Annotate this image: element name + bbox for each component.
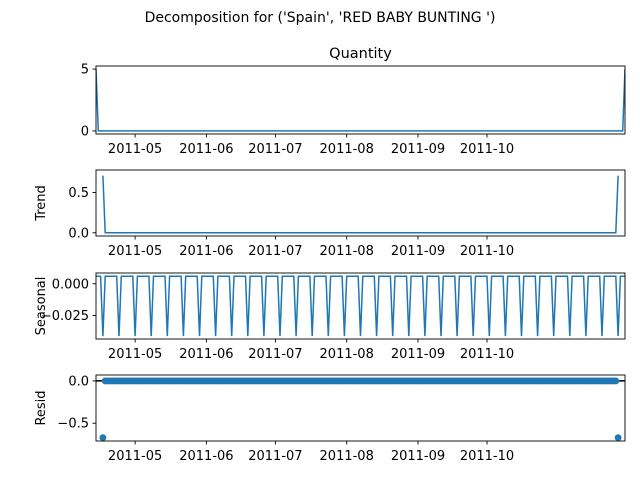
series-line-trend <box>102 175 619 234</box>
x-tick-label-resid: 2011-09 <box>391 449 445 464</box>
resid-outlier-point <box>614 434 622 441</box>
x-tick-label-trend: 2011-06 <box>179 244 233 259</box>
y-tick-label-seasonal: −0.025 <box>41 309 89 324</box>
axes-frame-quantity <box>95 65 626 135</box>
x-tick-label-resid: 2011-05 <box>108 449 162 464</box>
x-tick-label-resid: 2011-08 <box>320 449 374 464</box>
x-tick-label-quantity: 2011-06 <box>179 142 233 157</box>
subplots-container: 0 5 2011-05 2011-06 2011-07 2011-08 2011-09 201… <box>34 46 626 464</box>
x-tick-label-trend: 2011-08 <box>320 244 374 259</box>
y-axis-label-trend: Trend <box>34 185 49 222</box>
series-line-seasonal <box>96 275 625 337</box>
x-tick-label-resid: 2011-10 <box>460 449 514 464</box>
x-tick-label-trend: 2011-07 <box>248 244 302 259</box>
subplot-seasonal: 0.000 −0.025 2011-05 2011-06 2011-07 2011-08 2… <box>34 272 626 362</box>
y-tick-label-resid: −0.5 <box>57 417 89 432</box>
resid-outlier-point <box>99 434 107 441</box>
y-tick-label-trend: 0.0 <box>68 226 89 241</box>
x-tick-label-quantity: 2011-07 <box>248 142 302 157</box>
subplot-trend: 0.0 0.5 2011-05 2011-06 2011-07 2011-08 2011-0… <box>34 169 626 259</box>
subplot-title-quantity: Quantity <box>329 46 392 62</box>
x-tick-label-resid: 2011-06 <box>179 449 233 464</box>
figure-suptitle: Decomposition for ('Spain', 'RED BABY BU… <box>145 10 496 26</box>
y-tick-label-quantity: 0 <box>81 124 89 139</box>
subplot-resid: 0.0 −0.5 2011-05 2011-06 2011-07 2011-08 2011-… <box>34 374 626 464</box>
y-axis-label-seasonal: Seasonal <box>34 277 49 336</box>
plot-area-seasonal <box>96 275 625 337</box>
x-tick-label-trend: 2011-10 <box>460 244 514 259</box>
x-tick-label-seasonal: 2011-08 <box>320 347 374 362</box>
series-line-quantity <box>96 69 625 132</box>
subplot-quantity: 0 5 2011-05 2011-06 2011-07 2011-08 2011-09 201… <box>81 46 626 157</box>
axes-frame-resid <box>95 374 626 442</box>
x-tick-label-trend: 2011-05 <box>108 244 162 259</box>
resid-point <box>612 377 620 385</box>
x-tick-label-quantity: 2011-08 <box>320 142 374 157</box>
plot-area-quantity <box>96 69 625 132</box>
axes-frame-seasonal <box>95 272 626 340</box>
x-tick-label-resid: 2011-07 <box>248 449 302 464</box>
x-tick-label-seasonal: 2011-05 <box>108 347 162 362</box>
x-tick-label-quantity: 2011-09 <box>391 142 445 157</box>
y-axis-label-resid: Resid <box>34 390 49 425</box>
x-tick-label-quantity: 2011-05 <box>108 142 162 157</box>
y-tick-label-trend: 0.5 <box>68 186 89 201</box>
axes-frame-trend <box>95 169 626 237</box>
plot-area-resid <box>96 377 625 441</box>
y-tick-label-resid: 0.0 <box>68 374 89 389</box>
x-tick-label-quantity: 2011-10 <box>460 142 514 157</box>
x-tick-label-seasonal: 2011-09 <box>391 347 445 362</box>
x-tick-label-seasonal: 2011-10 <box>460 347 514 362</box>
x-tick-label-seasonal: 2011-07 <box>248 347 302 362</box>
x-tick-label-trend: 2011-09 <box>391 244 445 259</box>
plot-area-trend <box>102 175 619 234</box>
y-tick-label-quantity: 5 <box>81 63 89 78</box>
y-tick-label-seasonal: 0.000 <box>52 277 89 292</box>
x-tick-label-seasonal: 2011-06 <box>179 347 233 362</box>
